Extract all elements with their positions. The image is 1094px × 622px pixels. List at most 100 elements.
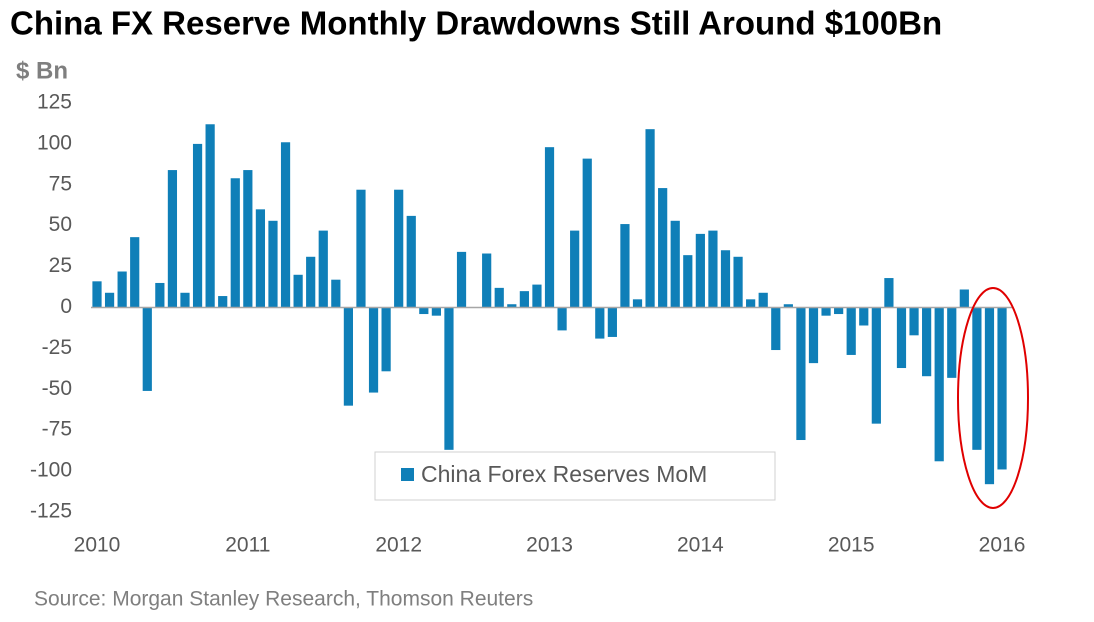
bar: [218, 296, 228, 308]
bar: [92, 281, 102, 308]
bar: [130, 237, 140, 308]
bar: [192, 143, 203, 308]
bar: [431, 307, 441, 316]
highlight-ellipse: [957, 287, 1029, 509]
bar: [406, 215, 416, 308]
bar: [293, 274, 303, 308]
y-tick-label: 0: [60, 295, 72, 318]
y-tick-label: 25: [49, 254, 72, 277]
bar: [532, 284, 542, 308]
y-tick-label: 100: [37, 131, 72, 154]
y-tick-label: 125: [37, 91, 72, 114]
bar: [859, 307, 869, 326]
bar: [205, 124, 215, 308]
source-note: Source: Morgan Stanley Research, Thomson…: [34, 588, 533, 611]
y-tick-label: 50: [49, 213, 72, 236]
legend-label: China Forex Reserves MoM: [421, 461, 707, 487]
bar: [155, 282, 165, 308]
bar: [708, 230, 718, 308]
bar: [368, 307, 379, 393]
bar: [318, 230, 328, 308]
bar: [645, 129, 655, 308]
bar: [758, 292, 768, 308]
bar: [104, 292, 115, 308]
bar: [331, 279, 341, 308]
bar: [507, 304, 517, 308]
bar: [306, 256, 316, 308]
bar: [746, 299, 756, 308]
bar: [771, 307, 781, 351]
bar: [557, 307, 567, 331]
bar: [620, 224, 630, 308]
bar: [167, 170, 178, 308]
bar: [456, 251, 467, 308]
bar: [230, 178, 240, 308]
bar: [934, 307, 944, 462]
bar: [356, 189, 366, 308]
chart-title: China FX Reserve Monthly Drawdowns Still…: [10, 5, 942, 42]
bar: [482, 253, 492, 308]
bar: [494, 287, 504, 308]
y-tick-label: 75: [49, 172, 72, 195]
bar: [683, 255, 693, 308]
y-tick-label: -125: [30, 500, 72, 523]
bar: [984, 307, 995, 485]
bar: [394, 189, 404, 308]
bar: [796, 307, 806, 441]
legend-swatch: [401, 468, 414, 481]
bar: [255, 209, 266, 308]
x-tick-label: 2010: [74, 534, 121, 557]
bar: [444, 307, 454, 450]
bar: [947, 307, 957, 378]
bar: [142, 307, 152, 391]
bar: [595, 307, 605, 339]
bar: [280, 142, 291, 308]
y-tick-label: -50: [42, 377, 72, 400]
bar: [922, 307, 932, 377]
bar: [972, 307, 982, 450]
bar: [117, 271, 127, 308]
x-tick-label: 2011: [225, 534, 270, 557]
bar: [607, 307, 617, 337]
bar: [544, 147, 555, 308]
x-tick-label: 2012: [375, 534, 422, 557]
bar: [243, 170, 253, 308]
bar: [834, 307, 844, 315]
y-tick-label: -25: [42, 336, 72, 359]
bar: [997, 307, 1007, 470]
bar: [909, 307, 919, 336]
bar: [381, 307, 391, 372]
bar: [871, 307, 881, 424]
x-tick-label: 2013: [526, 534, 573, 557]
bar: [695, 233, 705, 308]
bar: [419, 307, 429, 315]
bar: [343, 307, 353, 406]
x-tick-label: 2016: [979, 534, 1026, 557]
x-tick-label: 2015: [828, 534, 875, 557]
bar: [846, 307, 856, 355]
bar: [733, 256, 743, 308]
bar: [720, 250, 731, 308]
bar: [783, 304, 793, 308]
bar: [959, 289, 969, 308]
bar: [519, 291, 529, 308]
bar: [884, 278, 894, 308]
y-axis-label: $ Bn: [16, 57, 68, 84]
bar: [821, 307, 831, 316]
bar: [180, 292, 190, 308]
bar: [658, 188, 668, 308]
y-tick-label: -75: [42, 418, 72, 441]
legend-box: [374, 451, 776, 501]
x-tick-label: 2014: [677, 534, 724, 557]
bar: [896, 307, 907, 369]
bar: [268, 220, 278, 308]
bar: [570, 230, 580, 308]
plot-area: -125 -100 -75 -50 -25 0 25 50 75 100 125 2010 2011 20…: [30, 91, 1025, 557]
bar: [632, 299, 643, 308]
bar: [808, 307, 819, 364]
bar: [582, 158, 592, 308]
y-tick-label: -100: [30, 459, 72, 482]
legend: China Forex Reserves MoM: [374, 451, 776, 501]
bar: [670, 220, 680, 308]
